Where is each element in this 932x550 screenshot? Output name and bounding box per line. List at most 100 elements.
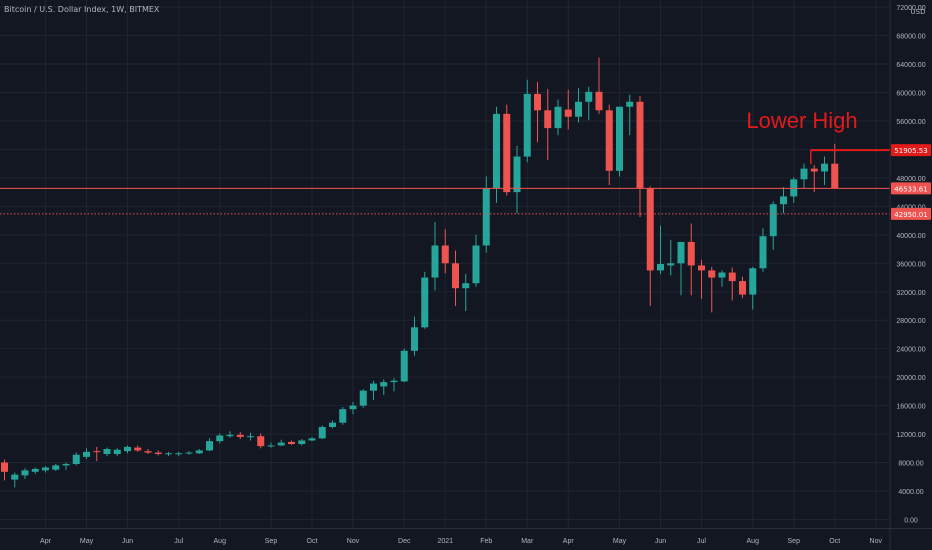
candle-body[interactable] [636,101,644,189]
candle[interactable] [226,431,234,438]
candle-body[interactable] [523,93,531,157]
candle-body[interactable] [780,196,787,205]
candle-body[interactable] [677,241,685,264]
candle[interactable] [616,106,623,177]
candle-body[interactable] [124,446,131,452]
candle-body[interactable] [134,447,142,451]
candle-body[interactable] [503,113,511,193]
candle-body[interactable] [441,245,449,264]
candle-body[interactable] [585,91,593,102]
candle[interactable] [124,445,131,454]
candle[interactable] [441,229,449,274]
candle[interactable] [687,223,695,296]
candle-body[interactable] [831,163,839,189]
candle-body[interactable] [267,445,275,447]
candle-body[interactable] [318,426,326,439]
candle[interactable] [267,442,275,448]
candle[interactable] [62,462,70,470]
candle-body[interactable] [370,383,377,391]
candle[interactable] [52,463,60,472]
candle[interactable] [421,271,429,329]
candle[interactable] [195,449,203,454]
candle[interactable] [318,425,326,440]
candle-body[interactable] [452,263,459,289]
candle-body[interactable] [534,93,541,111]
candle[interactable] [595,57,603,114]
candle[interactable] [134,445,142,452]
candle-body[interactable] [144,451,152,453]
candle[interactable] [93,446,101,462]
price-axis[interactable]: 0.00 4000.00 8000.00 12000.00 16000.00 20000.… [889,0,926,550]
candle[interactable] [11,472,19,488]
candle-body[interactable] [646,188,654,271]
candle[interactable] [749,266,757,310]
candle-body[interactable] [113,449,121,454]
candle-body[interactable] [206,441,213,451]
candle[interactable] [1,459,8,481]
candle[interactable] [626,94,634,136]
candle-body[interactable] [482,188,490,246]
candle[interactable] [359,389,367,408]
candle[interactable] [780,187,787,214]
candle[interactable] [759,228,767,272]
candle-body[interactable] [11,474,19,480]
candle-body[interactable] [431,245,439,278]
candle[interactable] [523,79,531,163]
candle-body[interactable] [616,106,623,171]
candle-body[interactable] [93,451,101,453]
candle[interactable] [534,81,541,143]
candle-body[interactable] [277,442,285,446]
candle[interactable] [554,99,562,136]
candle-body[interactable] [247,436,254,438]
candle[interactable] [277,439,285,447]
candle-body[interactable] [288,441,295,445]
candle[interactable] [564,89,572,130]
candle[interactable] [257,433,265,449]
candle-body[interactable] [800,168,808,180]
time-axis[interactable]: Apr May Jun Jul Aug Sep Oct Nov Dec 2021 Feb Mar Apr… [0,528,932,546]
candle[interactable] [544,88,552,161]
candle[interactable] [657,225,664,274]
candle[interactable] [810,165,818,193]
candle-body[interactable] [462,283,470,289]
candle[interactable] [349,402,357,415]
candle[interactable] [103,447,111,457]
candle-body[interactable] [626,101,634,107]
candle-body[interactable] [103,449,111,454]
candle-body[interactable] [349,405,357,410]
candle-body[interactable] [728,272,736,282]
candle-body[interactable] [298,440,306,445]
candle-body[interactable] [821,163,828,172]
candle-body[interactable] [411,327,418,351]
candle[interactable] [21,468,29,479]
candle-body[interactable] [380,382,388,387]
candle[interactable] [247,432,254,441]
candle-body[interactable] [708,270,716,278]
candle-body[interactable] [195,450,203,454]
candle-body[interactable] [769,204,777,237]
candle-body[interactable] [698,265,705,271]
candle[interactable] [72,452,80,466]
candle[interactable] [708,266,716,313]
candle[interactable] [739,276,746,299]
candle[interactable] [165,451,172,457]
candle-body[interactable] [759,236,767,269]
candle[interactable] [216,433,224,444]
candle-body[interactable] [185,452,193,454]
candle-body[interactable] [216,435,224,442]
candle-body[interactable] [236,434,244,437]
candle-body[interactable] [21,470,29,476]
candle-body[interactable] [52,465,60,470]
candle-body[interactable] [175,453,183,455]
candle-body[interactable] [605,110,613,171]
candle[interactable] [308,436,316,442]
candle-body[interactable] [83,451,90,457]
candle[interactable] [821,156,828,186]
candle[interactable] [31,467,39,474]
candle-body[interactable] [1,462,8,472]
candle[interactable] [482,176,490,253]
candle[interactable] [236,431,244,440]
candle[interactable] [493,106,500,203]
candle-body[interactable] [687,241,695,266]
